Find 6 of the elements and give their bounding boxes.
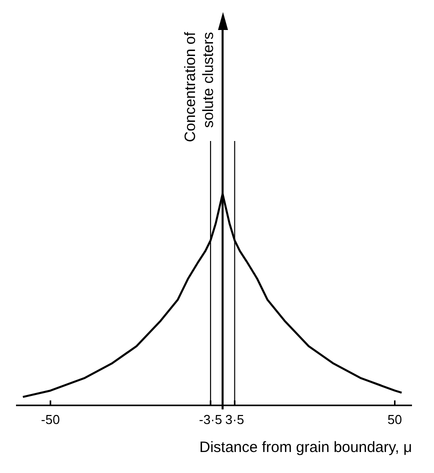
x-tick-label: -50 [41,412,60,427]
x-axis-title: Distance from grain boundary, μ [199,439,412,456]
x-tick-label: 3·5 [225,412,244,427]
y-axis-title: Concentration of solute clusters [182,31,218,142]
x-tick-label: -3·5 [198,412,222,427]
x-tick-label: 50 [388,412,402,427]
